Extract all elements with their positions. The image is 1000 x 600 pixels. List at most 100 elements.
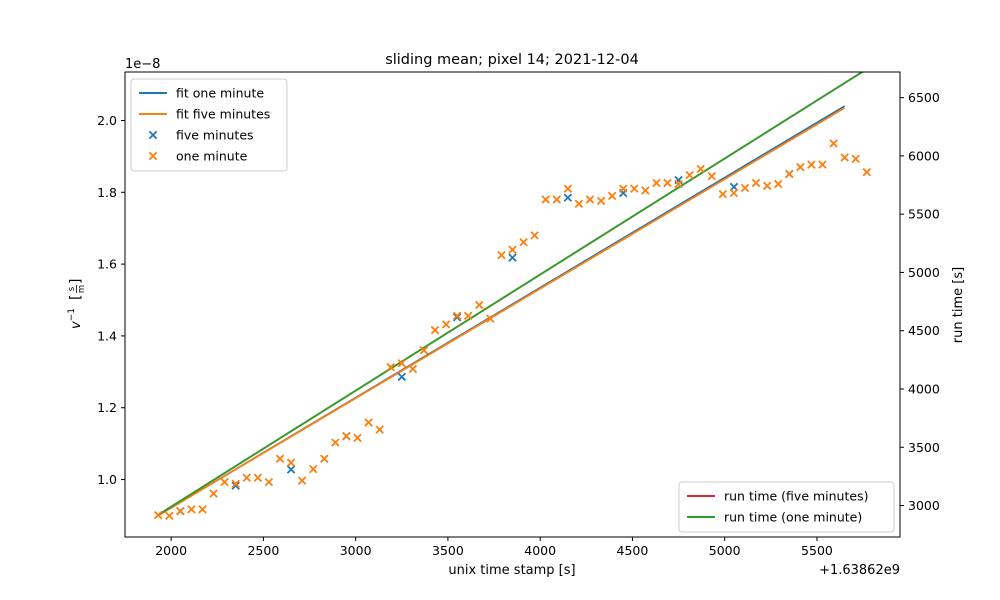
scatter-point-1-18 xyxy=(353,433,362,443)
scatter-point-1-7 xyxy=(231,479,240,489)
y2-tick-label-7: 6500 xyxy=(908,90,940,105)
y-axis-label-unit-num: s xyxy=(67,286,77,291)
scatter-point-1-10 xyxy=(264,477,274,487)
scatter-point-1-46 xyxy=(663,178,672,188)
y-tick-label-0: 1.0 xyxy=(97,472,117,487)
scatter-point-1-39 xyxy=(585,195,595,204)
scatter-point-0-6 xyxy=(508,253,517,262)
y-axis-label: v−1 [ s m ] xyxy=(67,279,87,329)
scatter-point-1-52 xyxy=(729,188,739,198)
scatter-point-1-62 xyxy=(840,153,849,162)
scatter-point-1-1 xyxy=(165,511,174,521)
scatter-point-0-5 xyxy=(452,313,462,322)
x-tick-label-0: 2000 xyxy=(155,543,187,558)
scatter-point-1-54 xyxy=(751,178,761,188)
scatter-point-1-55 xyxy=(762,181,772,191)
y-axis-left: 1.0 1.2 1.4 1.6 1.8 2.0 xyxy=(97,113,125,487)
y-scale-label: 1e−8 xyxy=(125,57,160,72)
scatter-point-1-36 xyxy=(552,195,562,204)
x-axis-label: unix time stamp [s] xyxy=(448,563,575,578)
scatter-point-1-4 xyxy=(198,505,207,514)
legend-lr-label-0: run time (five minutes) xyxy=(724,489,868,504)
scatter-point-1-23 xyxy=(408,364,418,374)
scatter-point-1-43 xyxy=(630,184,639,193)
scatter-point-1-56 xyxy=(773,179,783,189)
legend-ul-label-2: five minutes xyxy=(176,128,254,143)
y2-tick-label-1: 3500 xyxy=(908,440,940,455)
scatter-point-1-48 xyxy=(685,170,694,180)
x-tick-label-3: 3500 xyxy=(432,543,464,558)
plot-frame xyxy=(124,71,901,538)
y-tick-label-4: 1.8 xyxy=(97,185,117,200)
y2-tick-label-3: 4500 xyxy=(908,323,940,338)
legend-ul-label-0: fit one minute xyxy=(176,86,264,101)
scatter-point-1-35 xyxy=(541,195,550,204)
scatter-point-1-37 xyxy=(563,184,573,193)
x-axis: 2000 2500 3000 3500 4000 4500 5000 5500 xyxy=(155,537,833,558)
y2-tick-label-0: 3000 xyxy=(908,498,940,513)
scatter-point-1-15 xyxy=(320,454,329,463)
scatter-point-1-49 xyxy=(696,164,705,174)
scatter-point-1-33 xyxy=(519,237,528,247)
x-tick-label-1: 2500 xyxy=(247,543,279,558)
legend-ul-swatch-3 xyxy=(148,151,158,161)
scatter-point-1-12 xyxy=(286,458,296,467)
scatter-point-0-7 xyxy=(563,193,573,202)
scatter-point-1-14 xyxy=(308,464,318,474)
scatter-point-0-4 xyxy=(397,372,407,382)
scatter-point-1-0 xyxy=(153,510,163,520)
scatter-point-1-17 xyxy=(342,431,351,441)
legend-lower-right: run time (five minutes) run time (one min… xyxy=(678,481,895,533)
x-tick-label-4: 4000 xyxy=(524,543,556,558)
svg-text:]: ] xyxy=(68,279,84,284)
x-tick-label-2: 3000 xyxy=(340,543,372,558)
y-tick-label-5: 2.0 xyxy=(97,113,117,128)
scatter-point-1-29 xyxy=(475,300,484,310)
scatter-point-1-5 xyxy=(209,489,218,498)
scatter-point-1-41 xyxy=(607,191,617,201)
legend-lr-label-1: run time (one minute) xyxy=(724,510,862,525)
x-tick-label-6: 5000 xyxy=(709,543,741,558)
y-axis-right: 3000 3500 4000 4500 5000 5500 6000 6500 xyxy=(900,90,940,513)
legend-ul-label-1: fit five minutes xyxy=(176,107,270,122)
scatter-point-1-31 xyxy=(497,250,506,260)
scatter-point-1-16 xyxy=(331,438,340,447)
scatter-point-1-28 xyxy=(463,311,473,321)
scatter-point-1-57 xyxy=(785,169,794,179)
y-tick-label-1: 1.2 xyxy=(97,400,117,415)
scatter-point-0-2 xyxy=(286,465,296,474)
scatter-point-1-20 xyxy=(375,425,384,434)
legend-lr-box xyxy=(678,481,895,533)
svg-text:v−1: v−1 xyxy=(67,308,84,329)
y-axis-label-sup: −1 xyxy=(67,308,77,321)
scatter-point-1-24 xyxy=(419,346,429,355)
y2-tick-label-5: 5500 xyxy=(908,207,940,222)
legend-ul-box xyxy=(130,78,288,172)
scatter-point-1-25 xyxy=(430,325,440,335)
scatter-point-1-63 xyxy=(851,154,860,164)
scatter-point-1-61 xyxy=(829,139,838,148)
scatter-point-1-32 xyxy=(508,245,517,254)
series-line-1 xyxy=(157,107,846,517)
scatter-point-1-50 xyxy=(707,171,717,181)
scatter-point-1-53 xyxy=(740,183,750,193)
scatter-point-1-3 xyxy=(187,505,196,514)
scatter-point-0-1 xyxy=(231,481,240,490)
scatter-point-1-26 xyxy=(441,320,451,329)
y2-tick-label-4: 5000 xyxy=(908,265,940,280)
scatter-point-1-64 xyxy=(862,167,872,177)
y-axis-label-main: v xyxy=(69,321,84,329)
scatter-point-1-51 xyxy=(718,189,728,199)
scatter-point-1-34 xyxy=(530,231,539,240)
x-tick-label-7: 5500 xyxy=(801,543,833,558)
scatter-point-1-11 xyxy=(275,454,285,463)
scatter-point-1-40 xyxy=(596,196,606,206)
plot-area xyxy=(153,72,872,521)
y-tick-label-3: 1.6 xyxy=(97,257,117,272)
legend-ul-label-3: one minute xyxy=(176,149,248,164)
scatter-point-1-59 xyxy=(807,160,816,169)
y2-tick-label-2: 4000 xyxy=(908,381,940,396)
x-offset-label: +1.63862e9 xyxy=(819,563,900,578)
scatter-point-1-21 xyxy=(386,362,395,372)
scatter-point-1-22 xyxy=(397,358,407,368)
